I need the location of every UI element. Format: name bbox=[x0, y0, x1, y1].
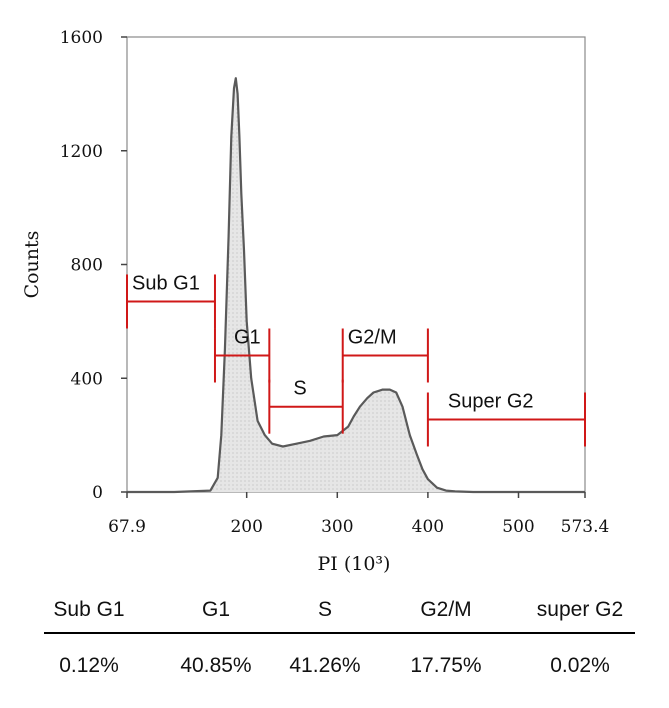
table-rule bbox=[44, 632, 635, 634]
gate-1: G1 bbox=[213, 327, 271, 383]
histogram-area bbox=[127, 78, 585, 492]
gate-label: G2/M bbox=[348, 327, 397, 349]
table-header-row: Sub G1 G1 S G2/M super G2 bbox=[44, 592, 635, 632]
table-header: Sub G1 bbox=[53, 598, 125, 621]
gate-label: S bbox=[293, 378, 306, 400]
table-value: 0.12% bbox=[59, 654, 119, 677]
y-tick-label: 400 bbox=[71, 369, 103, 389]
histogram-line bbox=[127, 77, 585, 494]
table-value-row: 0.12% 40.85% 41.26% 17.75% 0.02% bbox=[44, 648, 635, 688]
table-value: 40.85% bbox=[180, 654, 252, 677]
gate-3: G2/M bbox=[341, 327, 429, 383]
y-axis-label: Counts bbox=[21, 231, 43, 299]
table-value: 17.75% bbox=[410, 654, 482, 677]
y-tick-label: 1200 bbox=[60, 142, 103, 162]
table-header: G1 bbox=[201, 598, 230, 621]
gate-label: G1 bbox=[234, 327, 261, 349]
table-value: 41.26% bbox=[289, 654, 361, 677]
x-tick-label: 200 bbox=[230, 517, 262, 537]
table-header: G2/M bbox=[420, 598, 472, 621]
x-tick-label: 573.4 bbox=[561, 517, 610, 537]
gate-label: Sub G1 bbox=[132, 272, 200, 294]
table-value: 0.02% bbox=[550, 654, 610, 677]
x-tick-label: 400 bbox=[412, 517, 444, 537]
gate-4: Super G2 bbox=[426, 390, 586, 447]
x-tick-label: 67.9 bbox=[108, 517, 146, 537]
y-tick-label: 1600 bbox=[60, 28, 103, 48]
x-tick-label: 300 bbox=[321, 517, 353, 537]
gate-2: S bbox=[268, 378, 344, 434]
y-tick-label: 800 bbox=[71, 256, 103, 276]
x-tick-label: 500 bbox=[502, 517, 534, 537]
table-header: super G2 bbox=[536, 598, 624, 621]
table-header: S bbox=[317, 598, 332, 621]
gate-0: Sub G1 bbox=[126, 272, 216, 329]
histogram-chart: 0 400 800 1200 1600 67.9 200 300 400 500 573.4 Coun… bbox=[21, 28, 610, 575]
phase-table: Sub G1 G1 S G2/M super G2 0.12% 40.85% 4… bbox=[44, 592, 635, 688]
y-tick-label: 0 bbox=[92, 483, 103, 503]
gate-label: Super G2 bbox=[448, 390, 534, 412]
x-axis-label: PI (10³) bbox=[318, 553, 391, 575]
